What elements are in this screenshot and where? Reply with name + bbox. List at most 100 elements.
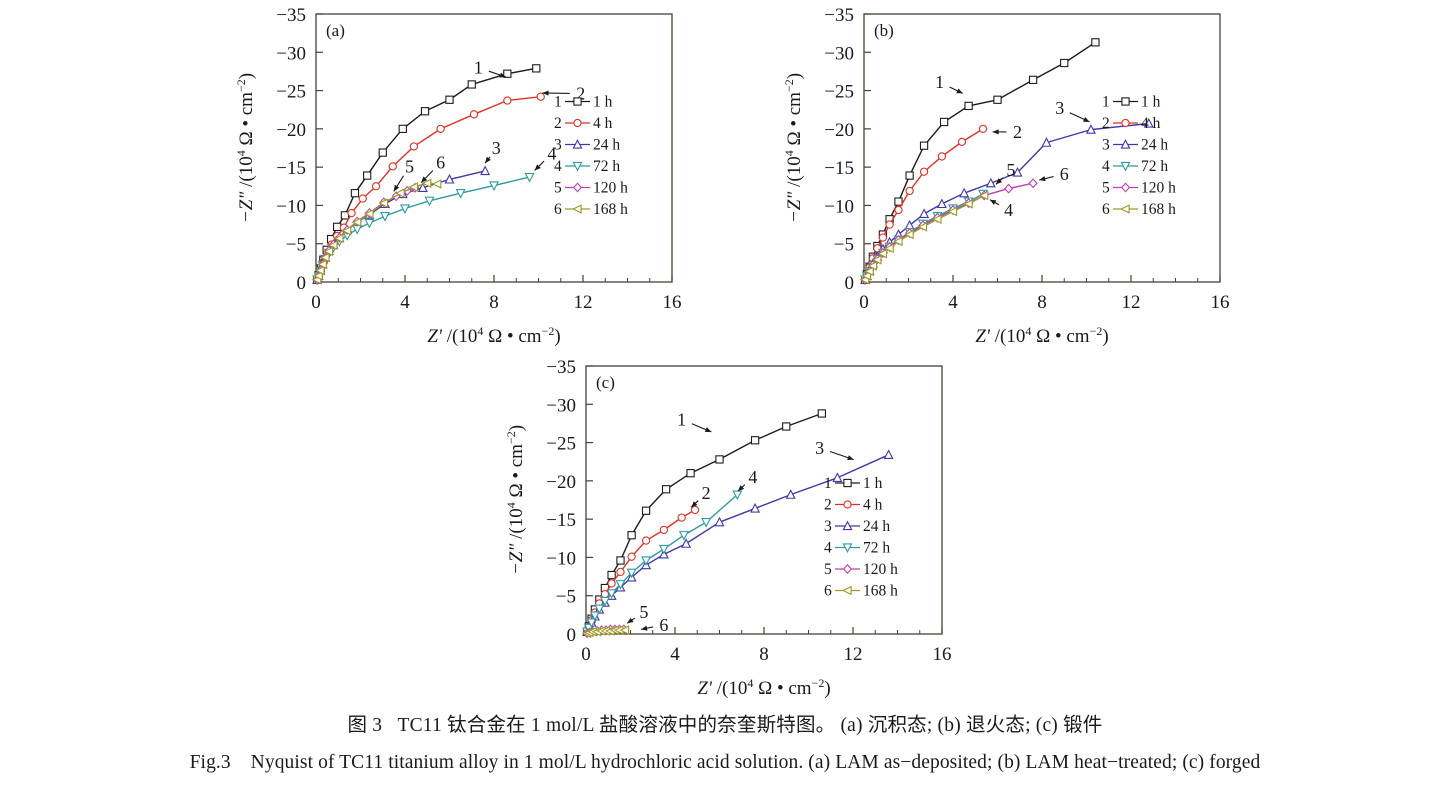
legend-item-6[interactable]: 6 168 h [824,583,898,600]
legend-index: 6 [554,201,562,218]
data-point-marker [871,255,882,265]
data-point-marker [883,449,894,459]
data-point-marker [1060,58,1069,68]
data-point-marker [1004,183,1014,194]
legend-index: 3 [1102,137,1110,154]
legend-label: 4 h [1141,115,1161,132]
legend-item-6[interactable]: 6 168 h [1102,201,1176,218]
data-point-marker [864,266,874,277]
legend: 1 1 h 2 4 h 3 24 h 4 72 h 5 120 h 6 168 h [1102,94,1176,219]
annotation-arrowhead [989,199,997,205]
data-point-marker [978,190,989,201]
data-point-marker [572,139,583,149]
legend-item-5[interactable]: 5 120 h [824,561,898,578]
annotation-arrowhead [499,72,506,78]
data-point-marker [884,243,894,254]
data-point-marker [398,124,407,134]
legend-label: 120 h [593,180,628,197]
legend-item-2[interactable]: 2 4 h [1102,115,1161,132]
x-tick-label: 8 [759,644,769,665]
legend-item-1[interactable]: 1 1 h [1102,94,1161,111]
legend-item-1[interactable]: 1 1 h [554,94,613,111]
annotation-label: 3 [1055,98,1064,118]
data-point-marker [1012,167,1023,177]
data-point-marker [841,585,852,596]
legend-item-4[interactable]: 4 72 h [824,540,890,557]
curve-annotation-5: 5 [393,156,414,192]
data-point-marker [600,590,610,599]
data-point-marker [1091,38,1100,47]
data-point-marker [532,64,541,73]
data-point-marker [843,500,852,509]
y-tick-label: −15 [546,510,576,531]
annotation-arrowhead [956,88,963,94]
legend-item-4[interactable]: 4 72 h [554,158,620,175]
legend-label: 4 h [863,497,883,514]
legend-item-2[interactable]: 2 4 h [824,497,883,514]
annotation-label: 4 [1004,200,1013,220]
legend-item-2[interactable]: 2 4 h [554,115,613,132]
annotation-arrowhead [995,178,1003,185]
x-tick-label: 0 [581,644,591,665]
legend-index: 6 [1102,201,1110,218]
data-point-marker [586,618,597,629]
legend-item-3[interactable]: 3 24 h [1102,137,1168,154]
y-tick-label: −5 [286,235,306,256]
legend-label: 1 h [1141,94,1161,111]
data-point-marker [658,544,669,555]
data-point-marker [589,611,600,622]
y-tick-label: −30 [824,43,854,64]
data-point-marker [690,505,700,515]
data-point-marker [332,222,342,232]
data-point-marker [503,69,512,78]
annotation-label: 3 [815,438,824,458]
annotation-arrowhead [542,90,549,96]
data-point-marker [327,240,338,251]
annotation-arrowhead [1039,176,1046,182]
data-point-marker [892,236,903,247]
legend-item-6[interactable]: 6 168 h [554,201,628,218]
curve-annotation-2: 2 [690,483,711,508]
data-point-marker [842,520,853,531]
y-tick-label: −35 [276,5,306,26]
data-point-marker [842,543,853,553]
panel-tag: (c) [596,373,615,392]
annotation-arrowhead [691,501,698,508]
data-point-marker [750,436,760,445]
curve-annotation-6: 6 [640,615,668,635]
data-point-marker [678,531,689,541]
legend-item-5[interactable]: 5 120 h [1102,180,1176,197]
annotation-arrowhead [485,156,491,164]
y-tick-label: 0 [297,273,307,294]
legend-item-3[interactable]: 3 24 h [824,518,890,535]
data-point-marker [341,225,352,236]
x-tick-label: 8 [1037,292,1047,313]
x-tick-label: 4 [948,292,958,313]
data-point-marker [894,205,903,215]
legend-item-5[interactable]: 5 120 h [554,180,628,197]
legend-item-1[interactable]: 1 1 h [824,475,883,492]
panel-tag: (a) [326,21,345,40]
annotation-label: 2 [576,84,585,104]
y-tick-label: −10 [546,548,576,569]
curve-annotation-3: 3 [484,138,501,164]
curve-annotation-5: 5 [995,160,1015,185]
data-point-marker [607,579,616,588]
series-6 [311,178,442,285]
data-point-marker [905,186,914,196]
y-tick-label: −15 [276,158,306,179]
legend-item-4[interactable]: 4 72 h [1102,158,1168,175]
data-point-marker [536,92,545,101]
nyquist-plot-a: (a)0 4 8 12 160−5−10−15−20−25−30−35Z' /(104 … [234,5,682,347]
plot-frame [315,13,673,283]
legend-index: 4 [1102,158,1110,175]
legend-label: 72 h [1141,158,1168,175]
legend-label: 24 h [593,137,620,154]
y-axis-title: −Z" /(104 Ω • cm−2) [234,73,257,223]
data-point-marker [964,101,973,111]
data-point-marker [420,107,430,116]
data-point-marker [571,204,582,214]
legend-item-3[interactable]: 3 24 h [554,137,620,154]
data-point-marker [615,580,626,590]
y-tick-label: −25 [824,82,854,103]
